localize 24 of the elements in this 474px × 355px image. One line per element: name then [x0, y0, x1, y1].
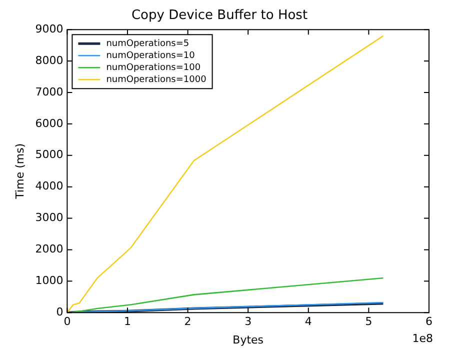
y-tick-label: 0 — [56, 305, 64, 318]
y-axis-title: Time (ms) — [13, 143, 26, 200]
y-tick-label: 2000 — [35, 242, 64, 256]
x-tick-label: 3 — [244, 315, 252, 328]
x-tick-label: 1 — [124, 315, 131, 328]
legend-label: numOperations=1000 — [106, 74, 207, 85]
legend-label: numOperations=10 — [106, 50, 196, 61]
y-tick-label: 7000 — [35, 85, 64, 98]
x-tick-label: 5 — [365, 315, 372, 328]
chart-title: Copy Device Buffer to Host — [131, 8, 308, 24]
x-tick-label: 2 — [184, 315, 192, 328]
x-tick-label: 4 — [304, 315, 312, 328]
y-tick-label: 4000 — [35, 180, 64, 193]
y-tick-label: 6000 — [35, 116, 64, 130]
y-tick-label: 8000 — [35, 54, 64, 67]
y-tick-label: 1000 — [35, 274, 64, 288]
y-tick-label: 5000 — [35, 148, 64, 162]
x-tick-label: 6 — [426, 315, 432, 328]
legend-label: numOperations=100 — [106, 62, 201, 73]
text: 1e8 — [412, 332, 433, 345]
x-axis-title: Bytes — [232, 333, 264, 346]
y-tick-label: 9000 — [35, 22, 64, 36]
legend-label: numOperations=5 — [106, 38, 190, 49]
y-tick-label: 3000 — [35, 211, 64, 224]
